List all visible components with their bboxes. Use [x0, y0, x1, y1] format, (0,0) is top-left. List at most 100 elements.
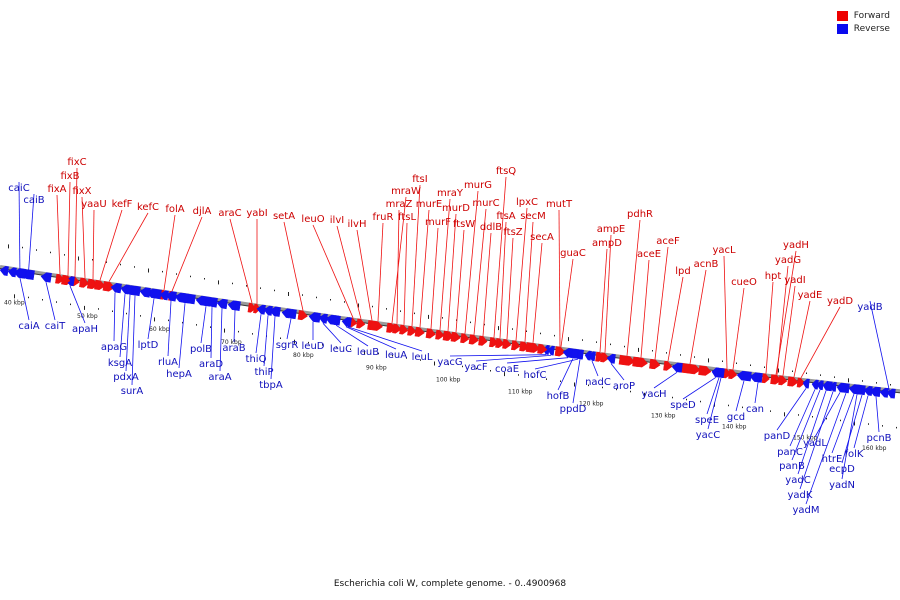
- gene-label-polB[interactable]: polB: [190, 344, 212, 355]
- gene-label-hofB[interactable]: hofB: [547, 391, 570, 402]
- gene-label-aceF[interactable]: aceF: [656, 236, 680, 247]
- gene-arrow-thiQ[interactable]: [256, 304, 266, 315]
- gene-arrow-ftsI[interactable]: [407, 325, 417, 336]
- gene-arrow-extra-fwd-10[interactable]: [511, 340, 520, 351]
- gene-arrow-cueO[interactable]: [728, 369, 738, 380]
- gene-label-fruR[interactable]: fruR: [373, 212, 394, 223]
- gene-arrow-extra-fwd-5[interactable]: [427, 328, 436, 339]
- gene-label-speD[interactable]: speD: [670, 400, 696, 411]
- gene-arrow-extra-rev-5[interactable]: [177, 293, 189, 304]
- gene-arrow-panB[interactable]: [816, 380, 824, 391]
- gene-label-ecpD[interactable]: ecpD: [829, 464, 855, 475]
- gene-arrow-extra-rev-15[interactable]: [711, 367, 719, 378]
- gene-label-araA[interactable]: araA: [208, 372, 231, 383]
- gene-arrow-yadD[interactable]: [796, 377, 805, 388]
- gene-arrow-murE[interactable]: [414, 326, 425, 337]
- gene-label-yadC[interactable]: yadC: [785, 475, 810, 486]
- gene-arrow-guaC[interactable]: [556, 346, 566, 357]
- gene-label-ddlB[interactable]: ddlB: [480, 222, 502, 233]
- gene-arrow-kefC[interactable]: [102, 281, 115, 292]
- gene-arrow-yacH[interactable]: [671, 362, 683, 373]
- gene-label-folK[interactable]: folK: [845, 449, 864, 460]
- gene-arrow-leuC[interactable]: [318, 313, 328, 324]
- gene-arrow-yadB[interactable]: [886, 388, 896, 399]
- gene-label-hofC[interactable]: hofC: [524, 370, 547, 381]
- gene-label-ftsA[interactable]: ftsA: [496, 211, 515, 222]
- gene-label-kefC[interactable]: kefC: [137, 202, 159, 213]
- gene-arrow-extra-fwd-7[interactable]: [469, 334, 478, 345]
- gene-label-leuL[interactable]: leuL: [412, 352, 433, 363]
- gene-label-ppdD[interactable]: ppdD: [560, 404, 587, 415]
- gene-label-ftsZ[interactable]: ftsZ: [503, 227, 522, 238]
- gene-arrow-extra-rev-10[interactable]: [309, 312, 321, 323]
- gene-arrow-extra-rev-3[interactable]: [139, 287, 151, 298]
- gene-arrow-kefF[interactable]: [94, 279, 106, 291]
- gene-arrow-extra-rev-6[interactable]: [195, 295, 207, 306]
- gene-arrow-extra-fwd-2[interactable]: [87, 278, 97, 289]
- gene-arrow-extra-fwd-14[interactable]: [649, 359, 661, 370]
- gene-label-lptD[interactable]: lptD: [138, 340, 159, 351]
- gene-label-yacG[interactable]: yacG: [437, 357, 462, 368]
- gene-label-kefF[interactable]: kefF: [112, 199, 133, 210]
- gene-label-leuC[interactable]: leuC: [330, 344, 352, 355]
- gene-label-araB[interactable]: araB: [222, 343, 245, 354]
- gene-label-yadL[interactable]: yadL: [803, 438, 827, 449]
- gene-label-aceE[interactable]: aceE: [637, 249, 661, 260]
- gene-arrow-extra-rev-4[interactable]: [159, 290, 169, 301]
- gene-label-guaC[interactable]: guaC: [560, 248, 586, 259]
- gene-label-yabI[interactable]: yabI: [246, 208, 267, 219]
- gene-label-leuO[interactable]: leuO: [301, 214, 324, 225]
- gene-label-acnB[interactable]: acnB: [694, 259, 719, 270]
- gene-arrow-ftsZ[interactable]: [502, 339, 512, 349]
- gene-label-fixA[interactable]: fixA: [47, 184, 66, 195]
- gene-label-ilvI[interactable]: ilvI: [330, 215, 344, 226]
- gene-arrow-extra-fwd-16[interactable]: [770, 374, 778, 385]
- gene-arrow-hpt[interactable]: [761, 373, 770, 384]
- gene-label-thiP[interactable]: thiP: [254, 367, 273, 378]
- gene-label-fixB[interactable]: fixB: [60, 171, 79, 182]
- gene-label-caiC[interactable]: caiC: [8, 183, 29, 194]
- gene-label-panC[interactable]: panC: [777, 447, 803, 458]
- gene-label-murF[interactable]: murF: [425, 217, 451, 228]
- gene-arrow-ftsL[interactable]: [399, 324, 409, 335]
- gene-label-yadM[interactable]: yadM: [792, 505, 819, 516]
- legend-item-reverse[interactable]: Reverse: [836, 22, 890, 35]
- gene-arrow-yabI[interactable]: [253, 303, 261, 314]
- gene-label-fixC[interactable]: fixC: [67, 157, 86, 168]
- gene-arrow-extra-rev-19[interactable]: [849, 384, 863, 395]
- gene-arrow-araD[interactable]: [206, 297, 218, 308]
- gene-arrow-secA[interactable]: [525, 342, 540, 354]
- gene-label-mraZ[interactable]: mraZ: [386, 199, 413, 210]
- gene-label-gcd[interactable]: gcd: [727, 412, 745, 423]
- gene-arrow-panC[interactable]: [811, 379, 819, 390]
- gene-label-ampD[interactable]: ampD: [592, 238, 622, 249]
- gene-arrow-aroP[interactable]: [606, 353, 616, 364]
- gene-arrow-ftsA[interactable]: [495, 338, 505, 349]
- gene-arrow-extra-rev-1[interactable]: [7, 267, 17, 278]
- gene-label-cueO[interactable]: cueO: [731, 277, 757, 288]
- gene-label-hepA[interactable]: hepA: [166, 369, 192, 380]
- gene-label-murC[interactable]: murC: [472, 198, 499, 209]
- gene-label-yadN[interactable]: yadN: [829, 480, 855, 491]
- gene-arrow-extra-fwd-9[interactable]: [489, 337, 498, 348]
- gene-arrow-araA[interactable]: [216, 298, 228, 310]
- gene-arrow-caiA[interactable]: [13, 268, 27, 279]
- gene-label-htrE[interactable]: htrE: [822, 454, 843, 465]
- gene-label-coaE[interactable]: coaE: [495, 364, 519, 375]
- gene-label-fixX[interactable]: fixX: [72, 186, 91, 197]
- gene-label-secA[interactable]: secA: [530, 232, 554, 243]
- gene-arrow-extra-rev-12[interactable]: [329, 315, 339, 326]
- gene-label-lpxC[interactable]: lpxC: [516, 197, 538, 208]
- gene-label-can[interactable]: can: [746, 404, 764, 415]
- gene-arrow-extra-rev-18[interactable]: [837, 382, 847, 393]
- gene-arrow-yacF[interactable]: [547, 345, 555, 356]
- gene-arrow-ppdD[interactable]: [576, 349, 584, 360]
- gene-label-leuB[interactable]: leuB: [357, 347, 379, 358]
- gene-arrow-ampE[interactable]: [600, 352, 610, 363]
- gene-label-yadB[interactable]: yadB: [857, 302, 882, 313]
- gene-arrow-pdhR[interactable]: [618, 354, 635, 366]
- gene-arrow-extra-fwd-0[interactable]: [61, 274, 71, 285]
- gene-arrow-extra-fwd-3[interactable]: [369, 320, 379, 331]
- gene-label-surA[interactable]: surA: [121, 386, 144, 397]
- gene-label-djlA[interactable]: djlA: [193, 206, 212, 217]
